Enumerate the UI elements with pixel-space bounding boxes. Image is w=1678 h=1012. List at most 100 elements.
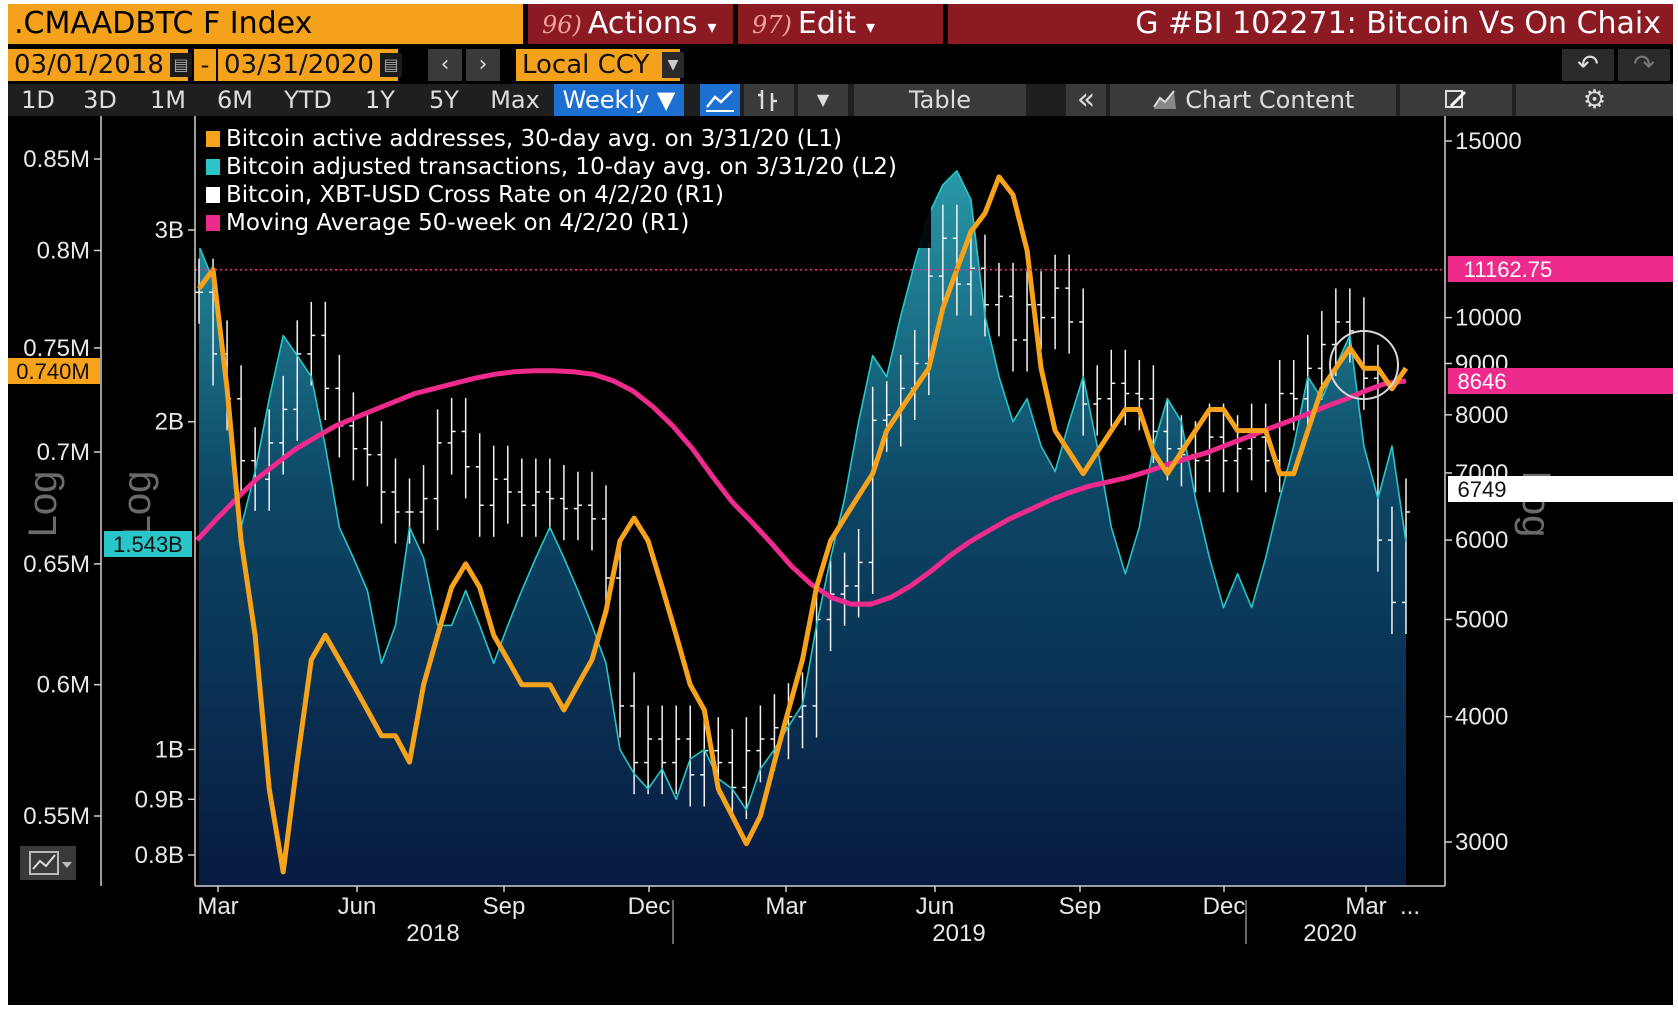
x-more-label: ... [1400, 893, 1420, 920]
r1-current-value: 6749 [1458, 477, 1507, 502]
moving-average-line [195, 368, 1407, 607]
l1-tick-label: 0.6M [37, 672, 90, 699]
l1-tick-label: 0.75M [23, 335, 90, 362]
terminal-window: 0.85M 0.8M 0.75M 0.7M 0.65M 0.6M 0.55M 3B 2B 1B 0.… [8, 4, 1673, 1005]
actions-menu[interactable]: 96) Actions ▾ [528, 4, 733, 44]
graph-title: G #BI 102271: Bitcoin Vs On Chaix [948, 4, 1673, 44]
l1-tick-label: 0.7M [37, 439, 90, 466]
period-3d[interactable]: 3D [83, 86, 117, 114]
legend-swatch [206, 159, 220, 175]
legend: Bitcoin active addresses, 30-day avg. on… [196, 116, 931, 248]
x-tick-label: Sep [1059, 893, 1102, 920]
active-addresses-line [196, 174, 1409, 875]
undo-icon[interactable]: ↶ [1562, 49, 1614, 81]
l2-tick-label: 0.8B [135, 842, 184, 869]
r1-tick-label: 8000 [1455, 402, 1508, 429]
period-max[interactable]: Max [490, 86, 540, 114]
period-1y[interactable]: 1Y [365, 86, 395, 114]
r1-tick-label: 10000 [1455, 305, 1522, 332]
legend-label: Bitcoin adjusted transactions, 10-day av… [226, 154, 897, 180]
legend-swatch [206, 131, 220, 147]
x-tick-label: Mar [1345, 893, 1386, 920]
indicator-toggle-icon[interactable] [20, 846, 76, 880]
l1-current-value: 0.740M [16, 359, 89, 384]
chart-content-button[interactable]: Chart Content [1110, 84, 1396, 116]
period-6m[interactable]: 6M [217, 86, 253, 114]
area-chart-icon [1152, 86, 1186, 114]
l1-tick-label: 0.55M [23, 803, 90, 830]
ticker-field[interactable]: .CMAADBTC F Index [8, 4, 523, 44]
l1-tick-label: 0.85M [23, 146, 90, 173]
chart-svg: 0.85M 0.8M 0.75M 0.7M 0.65M 0.6M 0.55M 3B 2B 1B 0.… [8, 116, 1673, 1005]
l2-current-value: 1.543B [113, 532, 183, 557]
title-bar: .CMAADBTC F Index 96) Actions ▾ 97) Edit ▾ G… [8, 4, 1673, 44]
legend-swatch [206, 187, 220, 203]
prev-period-button[interactable]: ‹ [428, 49, 462, 81]
x-tick-label: Jun [338, 893, 377, 920]
table-button[interactable]: Table [854, 84, 1026, 116]
actions-menu-number: 96) [542, 11, 582, 39]
r1-reference-value: 11162.75 [1464, 257, 1553, 282]
r1-current-value-box [1448, 476, 1673, 502]
bar-chart-icon[interactable] [744, 84, 794, 116]
axes: 0.85M 0.8M 0.75M 0.7M 0.65M 0.6M 0.55M 3B 2B 1B 0.… [8, 116, 1673, 947]
year-label: 2020 [1303, 920, 1356, 947]
chevron-down-icon: ▾ [707, 17, 717, 38]
annotate-icon[interactable] [1400, 84, 1512, 116]
chevron-down-icon[interactable]: ▼ [798, 84, 848, 116]
actions-menu-label: Actions [587, 6, 698, 41]
chevron-down-icon: ▾ [866, 17, 876, 38]
legend-swatch [206, 215, 220, 231]
gear-icon[interactable]: ⚙ [1516, 84, 1673, 116]
next-period-button[interactable]: › [466, 49, 500, 81]
period-1m[interactable]: 1M [150, 86, 186, 114]
l2-current-value-box [104, 531, 192, 557]
start-date-field[interactable]: 03/01/2018 [8, 49, 188, 81]
r1-reference-value-box [1448, 256, 1673, 282]
legend-label: Bitcoin, XBT-USD Cross Rate on 4/2/20 (R… [226, 182, 724, 208]
x-tick-label: Mar [765, 893, 806, 920]
r1-tick-label: 15000 [1455, 128, 1522, 155]
legend-box [196, 116, 931, 248]
cyan-area-fill [199, 170, 1406, 887]
period-5y[interactable]: 5Y [429, 86, 459, 114]
cyan-area-fill [199, 170, 1406, 887]
edit-menu[interactable]: 97) Edit ▾ [738, 4, 943, 44]
frequency-select[interactable]: Weekly ▼ [554, 84, 684, 116]
series-lines [195, 170, 1409, 875]
edit-menu-label: Edit [797, 6, 857, 41]
legend-label: Moving Average 50-week on 4/2/20 (R1) [226, 210, 689, 236]
year-label: 2018 [406, 920, 459, 947]
x-tick-label: Dec [628, 893, 671, 920]
year-label: 2019 [932, 920, 985, 947]
x-tick-label: Sep [483, 893, 526, 920]
chart-content-label: Chart Content [1185, 86, 1355, 114]
date-separator: - [194, 49, 216, 81]
l2-tick-label: 3B [155, 217, 184, 244]
redo-icon[interactable]: ↷ [1618, 49, 1670, 81]
l2-tick-label: 1B [155, 736, 184, 763]
line-chart-icon[interactable] [700, 84, 740, 116]
currency-select[interactable]: Local CCY [516, 49, 680, 81]
chevron-down-icon[interactable]: ▼ [662, 52, 684, 78]
r1-tick-label: 4000 [1455, 704, 1508, 731]
date-range-bar: 03/01/2018 ▤ - 03/31/2020 ▤ ‹ › Local CC… [8, 49, 1673, 81]
r1-ma-value: 8646 [1458, 369, 1507, 394]
collapse-icon[interactable]: « [1066, 84, 1106, 116]
r1-tick-label: 5000 [1455, 607, 1508, 634]
calendar-icon[interactable]: ▤ [380, 53, 402, 77]
x-tick-label: Jun [916, 893, 955, 920]
period-1d[interactable]: 1D [21, 86, 55, 114]
edit-menu-number: 97) [752, 11, 792, 39]
r1-tick-label: 6000 [1455, 527, 1508, 554]
highlight-circle [1329, 330, 1399, 400]
l1-tick-label: 0.8M [37, 237, 90, 264]
l1-current-value-box [8, 358, 100, 384]
chart-toolbar: 1D 3D 1M 6M YTD 1Y 5Y Max Weekly ▼ ▼ Tab… [8, 84, 1673, 116]
calendar-icon[interactable]: ▤ [170, 53, 192, 77]
r1-tick-label: 3000 [1455, 829, 1508, 856]
l2-tick-label: 0.9B [135, 786, 184, 813]
end-date-field[interactable]: 03/31/2020 [218, 49, 398, 81]
period-ytd[interactable]: YTD [284, 86, 332, 114]
x-tick-label: Mar [197, 893, 238, 920]
